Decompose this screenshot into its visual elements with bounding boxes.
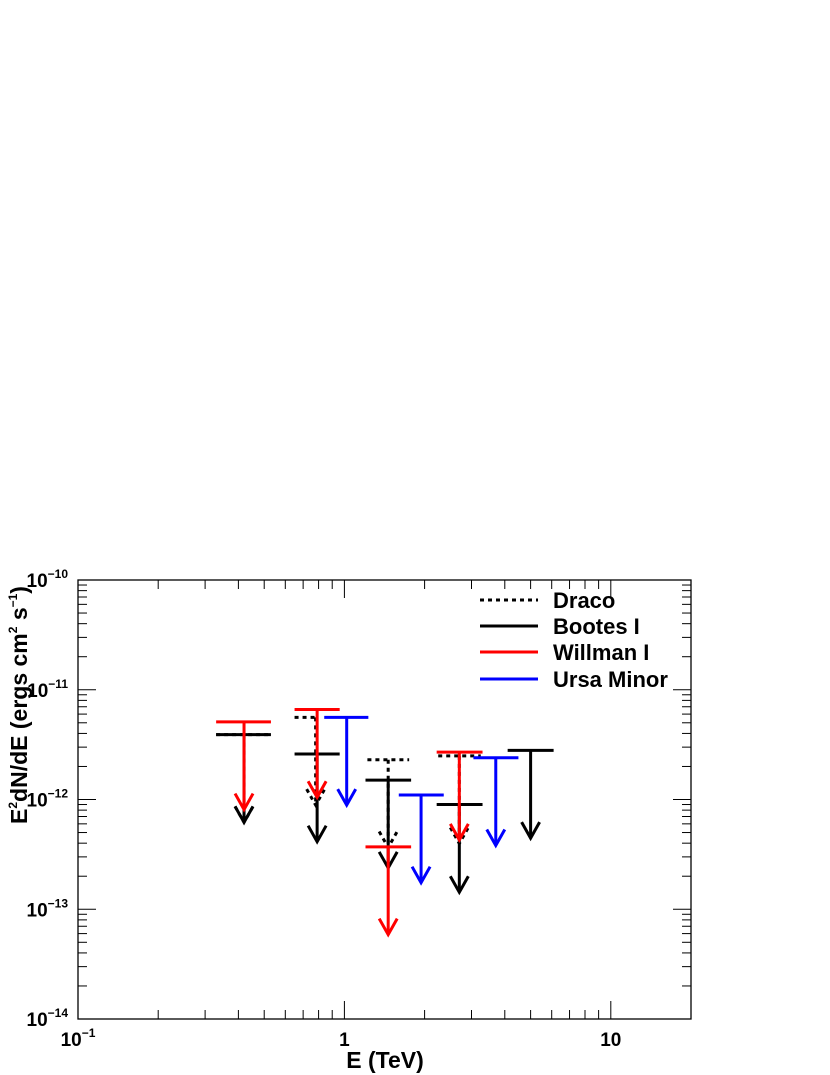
arrow-head: [449, 823, 470, 843]
y-tick-label: 10−13: [27, 896, 69, 921]
legend-item: Ursa Minor: [480, 667, 668, 692]
arrow-head: [233, 805, 255, 826]
legend-label: Draco: [553, 588, 615, 613]
arrow-head: [410, 865, 432, 886]
y-tick-label: 10−10: [27, 567, 69, 592]
series-ursa-minor: [324, 715, 519, 886]
legend-item: Bootes I: [480, 614, 640, 639]
x-tick-label: 10−1: [61, 1026, 96, 1051]
y-tick-label: 10−11: [27, 677, 68, 702]
series-willman-i: [216, 708, 483, 938]
arrow-head: [377, 917, 399, 938]
legend-item: Draco: [480, 588, 615, 613]
arrow-head: [336, 788, 358, 809]
arrow-head: [485, 828, 507, 849]
legend-label: Willman I: [553, 640, 649, 665]
x-axis-title: E (TeV): [346, 1047, 424, 1073]
upper-limit-marker: [398, 793, 444, 886]
legend-item: Willman I: [480, 640, 649, 665]
y-tick-label: 10−12: [27, 787, 69, 812]
x-tick-label: 10: [600, 1030, 621, 1051]
arrow-head: [520, 821, 541, 842]
series-draco: [216, 715, 481, 851]
upper-limit-marker: [216, 720, 271, 813]
arrow-head: [306, 780, 328, 801]
legend-label: Ursa Minor: [553, 667, 668, 692]
upper-limit-marker: [294, 708, 340, 801]
upper-limit-marker: [507, 748, 554, 842]
upper-limit-marker: [365, 845, 412, 938]
upper-limit-marker: [324, 715, 369, 809]
upper-limit-marker: [473, 756, 519, 849]
arrow-head: [233, 792, 255, 813]
arrow-head: [449, 875, 470, 896]
y-tick-label: 10−14: [27, 1006, 69, 1031]
legend-label: Bootes I: [553, 614, 640, 639]
upper-limit-marker: [436, 750, 483, 843]
data-marks: [216, 708, 554, 938]
x-tick-label: 1: [339, 1030, 350, 1051]
arrow-head: [306, 824, 328, 845]
y-axis-title: E2dN/dE (ergs cm2 s−1): [6, 586, 32, 824]
